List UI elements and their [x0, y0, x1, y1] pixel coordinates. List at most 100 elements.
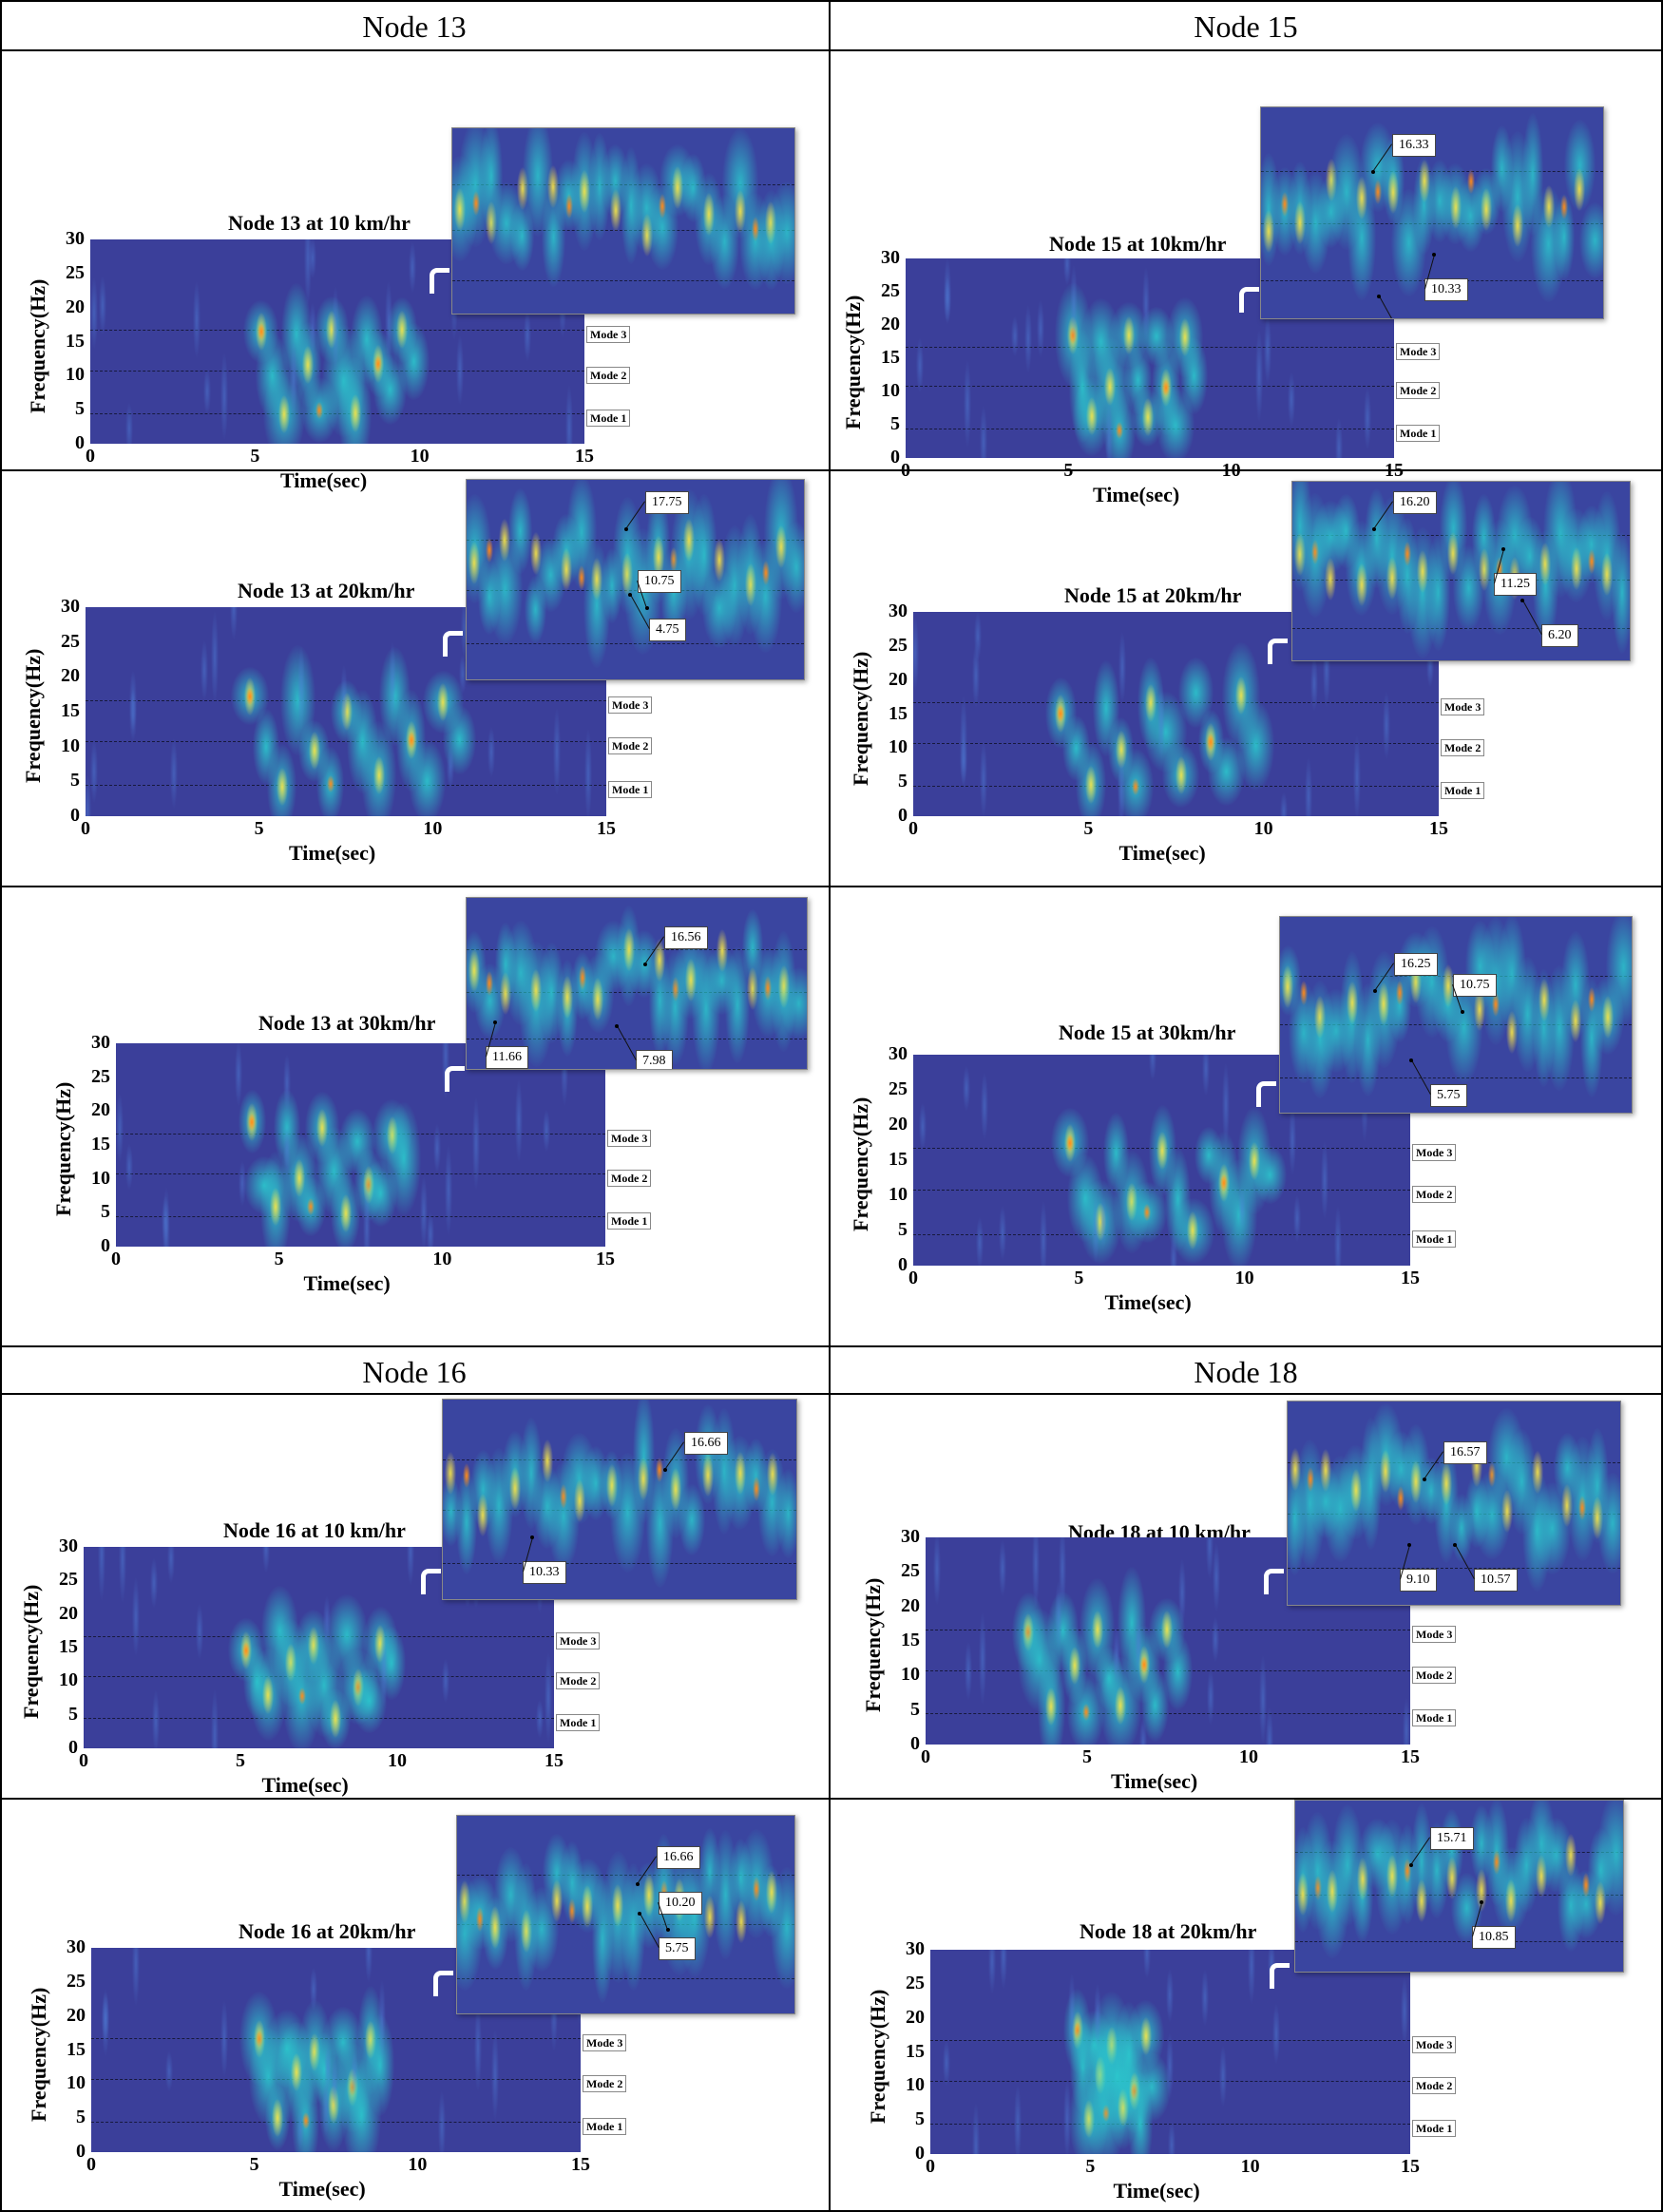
energy-blob — [1574, 167, 1586, 211]
energy-blob — [445, 1451, 457, 1495]
energy-blob — [744, 563, 756, 606]
leader-line — [640, 1913, 659, 1948]
peak-frequency-label: 10.33 — [1424, 278, 1468, 301]
energy-blob — [1354, 983, 1382, 1097]
energy-blob — [1126, 1625, 1161, 1704]
energy-blob — [348, 2079, 356, 2096]
energy-blob — [309, 239, 317, 278]
y-tick-label: 10 — [91, 1167, 110, 1189]
mode-line — [930, 2040, 1410, 2042]
energy-blob — [601, 1850, 636, 1983]
energy-blob — [1122, 315, 1135, 354]
energy-blob — [456, 1469, 478, 1575]
energy-blob — [377, 1980, 386, 2062]
energy-blob — [311, 2032, 337, 2107]
energy-blob — [1464, 920, 1495, 1012]
energy-blob — [305, 1092, 339, 1163]
zoom-arrow-icon — [430, 268, 449, 294]
energy-blob — [1387, 171, 1400, 215]
energy-blob — [1141, 267, 1150, 342]
mode-label: Mode 2 — [1412, 1666, 1457, 1684]
energy-blob — [97, 1547, 105, 1601]
energy-blob — [1061, 715, 1090, 781]
energy-blob — [374, 1625, 387, 1664]
energy-blob — [1217, 1164, 1230, 1203]
energy-blob — [582, 1885, 594, 1929]
energy-blob — [1560, 195, 1569, 220]
energy-blob — [427, 1212, 435, 1247]
energy-blob — [1388, 968, 1411, 1043]
node-header: Node 13 — [362, 10, 467, 44]
mode-label: Mode 1 — [556, 1714, 601, 1732]
mode-line — [906, 347, 1394, 349]
energy-blob — [116, 1093, 124, 1163]
mode-line — [91, 2038, 581, 2040]
energy-blob — [248, 2027, 289, 2126]
energy-blob — [242, 299, 279, 364]
energy-blob — [1580, 978, 1603, 1098]
energy-blob — [765, 201, 777, 245]
energy-blob — [1501, 131, 1535, 262]
energy-blob — [724, 946, 750, 1063]
energy-blob — [1505, 1878, 1518, 1922]
energy-blob — [1218, 2046, 1227, 2107]
mode-line — [84, 1635, 554, 1637]
energy-blob — [640, 214, 653, 257]
energy-blob — [164, 2050, 173, 2091]
energy-blob — [1175, 755, 1187, 794]
energy-blob — [777, 965, 790, 1009]
inset-mode-line — [1288, 1513, 1620, 1515]
y-axis-label: Frequency(Hz) — [849, 651, 872, 786]
energy-blob — [316, 746, 345, 816]
energy-blob — [1513, 1818, 1539, 1914]
x-tick-label: 10 — [408, 2154, 428, 2175]
energy-blob — [1492, 1849, 1501, 1875]
energy-blob — [656, 1457, 664, 1482]
peak-frequency-label: 11.25 — [1494, 573, 1537, 596]
energy-blob — [659, 143, 697, 217]
energy-blob — [1200, 1969, 1209, 2026]
energy-blob — [1102, 1113, 1130, 1194]
energy-blob — [149, 1558, 158, 1608]
energy-blob — [1386, 1854, 1398, 1897]
y-tick-label: 5 — [76, 2107, 86, 2128]
energy-blob — [230, 667, 269, 726]
y-tick-label: 20 — [91, 1099, 110, 1121]
energy-blob — [441, 1658, 449, 1704]
zoom-inset: 16.25 10.75 5.75 — [1279, 916, 1633, 1114]
mode-label: Mode 1 — [1412, 2119, 1457, 2137]
energy-blob — [1587, 549, 1596, 575]
energy-blob — [406, 1547, 414, 1586]
mode-label: Mode 3 — [1412, 1625, 1457, 1643]
energy-blob — [1164, 1147, 1191, 1251]
peak-frequency-label: 5.75 — [1430, 1084, 1467, 1107]
energy-blob — [1139, 2016, 1152, 2055]
peak-frequency-label: 16.20 — [1393, 491, 1437, 514]
energy-blob — [737, 1828, 774, 1939]
energy-blob — [1222, 1063, 1231, 1146]
energy-blob — [1201, 1055, 1210, 1096]
energy-blob — [571, 952, 594, 1020]
energy-blob — [507, 487, 533, 575]
energy-blob — [363, 1180, 372, 1247]
y-tick-label: 0 — [76, 2141, 86, 2162]
mode-line — [913, 742, 1439, 744]
energy-blob — [1169, 1232, 1177, 1266]
zoom-arrow-icon — [1270, 1963, 1290, 1989]
peak-frequency-label: 11.66 — [486, 1046, 528, 1069]
energy-blob — [1569, 1869, 1602, 1939]
energy-blob — [978, 1611, 986, 1706]
energy-blob — [1168, 2122, 1176, 2154]
energy-blob — [1581, 1872, 1590, 1897]
energy-blob — [1152, 340, 1180, 435]
energy-blob — [503, 921, 539, 1026]
x-tick-label: 0 — [901, 460, 910, 481]
energy-blob — [583, 543, 610, 669]
energy-blob — [1600, 553, 1613, 597]
energy-blob — [397, 322, 430, 400]
energy-blob — [482, 1896, 508, 1971]
energy-blob — [646, 185, 679, 271]
y-tick-label: 5 — [68, 1703, 78, 1725]
energy-blob — [543, 1834, 571, 1912]
energy-blob — [1586, 1428, 1610, 1543]
